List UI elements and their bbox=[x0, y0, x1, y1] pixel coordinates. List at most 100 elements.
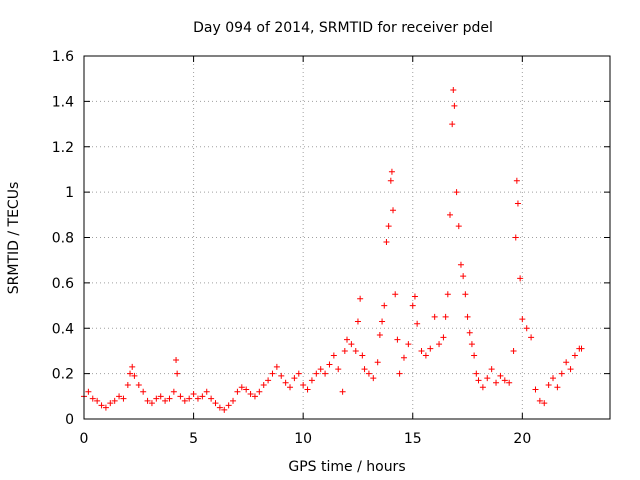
data-point bbox=[322, 370, 329, 377]
x-tick-label: 15 bbox=[404, 431, 422, 447]
data-point bbox=[291, 375, 298, 382]
data-point bbox=[361, 366, 368, 373]
data-point bbox=[385, 223, 392, 230]
x-tick-label: 20 bbox=[513, 431, 531, 447]
data-point bbox=[194, 395, 201, 402]
data-point bbox=[234, 388, 241, 395]
data-point bbox=[203, 388, 210, 395]
data-point bbox=[89, 395, 96, 402]
data-point bbox=[357, 295, 364, 302]
data-point bbox=[129, 363, 136, 370]
grid bbox=[84, 56, 610, 419]
data-point bbox=[440, 334, 447, 341]
data-point bbox=[273, 363, 280, 370]
data-point bbox=[400, 354, 407, 361]
data-point bbox=[460, 273, 467, 280]
data-point bbox=[344, 336, 350, 343]
data-point bbox=[387, 177, 394, 184]
data-point bbox=[528, 334, 535, 341]
y-tick-label: 0 bbox=[65, 412, 74, 428]
y-tick-label: 0.4 bbox=[52, 321, 74, 337]
data-point bbox=[265, 377, 272, 384]
data-point bbox=[144, 397, 151, 404]
data-point bbox=[506, 379, 513, 386]
y-tick-label: 0.8 bbox=[52, 231, 74, 247]
data-point bbox=[212, 400, 219, 407]
data-point bbox=[216, 404, 223, 411]
data-point bbox=[282, 379, 289, 386]
data-point bbox=[157, 393, 164, 400]
data-point bbox=[230, 397, 237, 404]
data-point bbox=[381, 302, 388, 309]
data-point bbox=[181, 397, 188, 404]
data-point bbox=[221, 406, 228, 413]
x-axis-label: GPS time / hours bbox=[288, 459, 405, 475]
data-point bbox=[497, 372, 504, 379]
data-point bbox=[186, 395, 193, 402]
data-point bbox=[517, 275, 524, 282]
data-point bbox=[85, 388, 92, 395]
data-point bbox=[444, 291, 451, 298]
data-point bbox=[405, 341, 412, 348]
data-point bbox=[427, 345, 434, 352]
data-point bbox=[449, 121, 456, 128]
data-point bbox=[545, 381, 552, 388]
data-point bbox=[208, 395, 215, 402]
data-point bbox=[436, 341, 443, 348]
data-point bbox=[124, 381, 131, 388]
data-point bbox=[376, 332, 383, 339]
data-point bbox=[411, 293, 418, 300]
data-point bbox=[536, 397, 543, 404]
data-point bbox=[304, 386, 311, 393]
data-point bbox=[501, 377, 508, 384]
data-point bbox=[173, 357, 180, 364]
data-point bbox=[199, 393, 206, 400]
data-point bbox=[523, 325, 530, 332]
data-point bbox=[287, 384, 294, 391]
data-point bbox=[466, 329, 473, 336]
data-point bbox=[512, 234, 519, 241]
data-point bbox=[468, 341, 475, 348]
data-point bbox=[567, 366, 574, 373]
data-point bbox=[341, 347, 348, 354]
data-point bbox=[418, 347, 425, 354]
data-point bbox=[260, 381, 267, 388]
y-tick-label: 0.2 bbox=[52, 367, 74, 383]
data-point bbox=[166, 395, 173, 402]
data-point bbox=[475, 377, 482, 384]
data-point bbox=[247, 391, 254, 398]
data-point bbox=[442, 313, 449, 320]
data-point bbox=[550, 375, 557, 382]
data-point bbox=[140, 388, 147, 395]
data-point bbox=[148, 400, 155, 407]
data-point bbox=[269, 370, 276, 377]
data-point bbox=[153, 395, 160, 402]
data-point bbox=[422, 352, 429, 359]
data-point bbox=[493, 379, 500, 386]
data-point bbox=[174, 370, 181, 377]
x-tick-label: 10 bbox=[294, 431, 312, 447]
data-point bbox=[453, 189, 460, 196]
data-point bbox=[135, 381, 142, 388]
data-point bbox=[392, 291, 399, 298]
data-point bbox=[390, 207, 397, 214]
data-point bbox=[102, 404, 109, 411]
data-point bbox=[383, 239, 390, 246]
data-point bbox=[127, 370, 134, 377]
data-point bbox=[370, 375, 377, 382]
data-point bbox=[256, 388, 263, 395]
data-point bbox=[354, 318, 361, 325]
data-point bbox=[541, 400, 548, 407]
data-point bbox=[238, 384, 245, 391]
data-point bbox=[170, 388, 177, 395]
data-point bbox=[471, 352, 478, 359]
data-point bbox=[335, 366, 342, 373]
plot-frame bbox=[83, 55, 611, 420]
y-tick-label: 1.4 bbox=[52, 94, 74, 110]
data-point bbox=[396, 370, 403, 377]
y-tick-label: 0.6 bbox=[52, 276, 74, 292]
data-point bbox=[578, 345, 585, 352]
data-point bbox=[111, 397, 118, 404]
y-axis-label: SRMTID / TECUs bbox=[6, 182, 22, 295]
data-point bbox=[409, 302, 416, 309]
